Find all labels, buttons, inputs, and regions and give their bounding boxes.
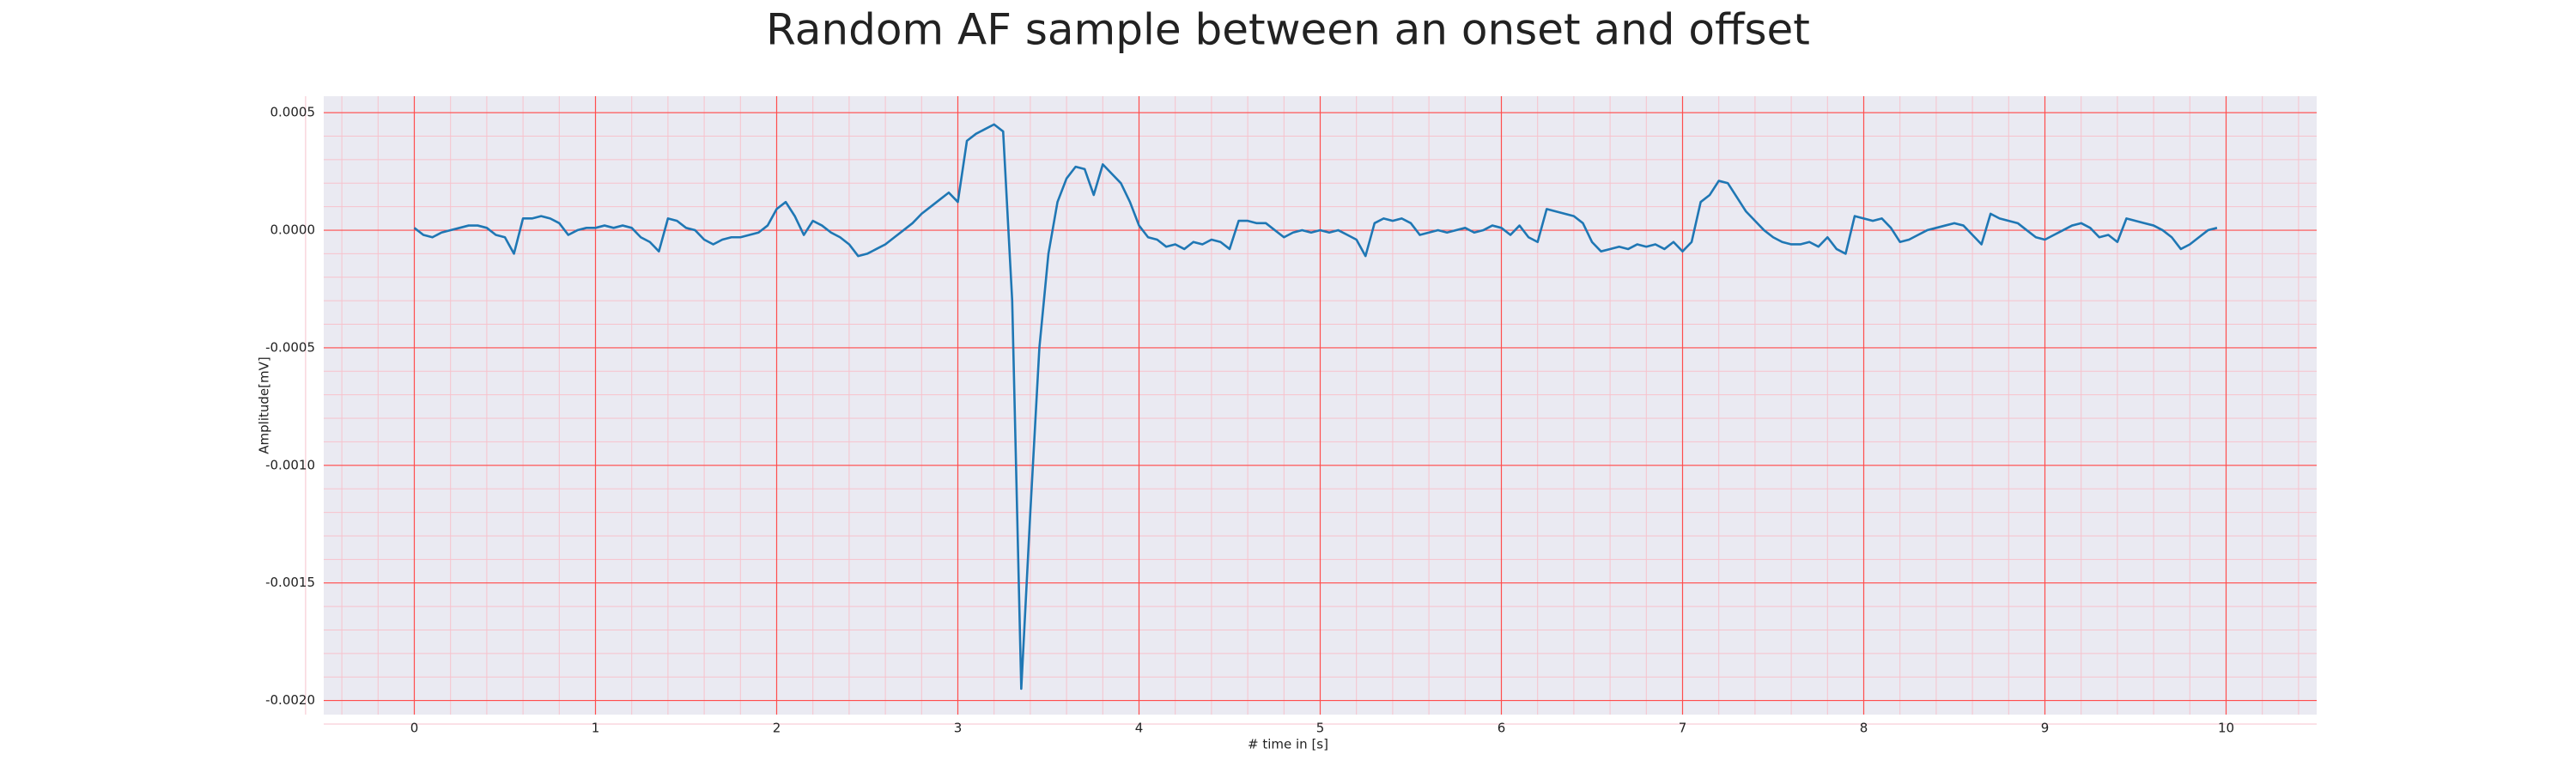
signal-line [413,123,2218,691]
y-tick-label: -0.0005 [265,339,315,355]
y-tick-label: -0.0020 [265,692,315,708]
x-axis-label: # time in [s] [1248,737,1328,752]
x-tick-label: 5 [1316,721,1325,736]
x-tick-label: 8 [1860,721,1868,736]
chart-title: Random AF sample between an onset and of… [766,5,1810,55]
x-tick-label: 9 [2041,721,2050,736]
x-tick-label: 1 [592,721,600,736]
y-tick-label: -0.0010 [265,457,315,472]
y-tick-label: 0.0000 [270,222,316,238]
x-tick-label: 10 [2218,721,2234,736]
x-tick-label: 2 [773,721,781,736]
x-tick-label: 7 [1679,721,1687,736]
y-tick-label: 0.0005 [270,105,316,120]
x-tick-label: 4 [1135,721,1144,736]
y-axis-label: Amplitude[mV] [257,356,272,453]
x-tick-label: 3 [954,721,963,736]
x-tick-label: 0 [410,721,419,736]
y-tick-label: -0.0015 [265,575,315,590]
x-tick-label: 6 [1498,721,1506,736]
